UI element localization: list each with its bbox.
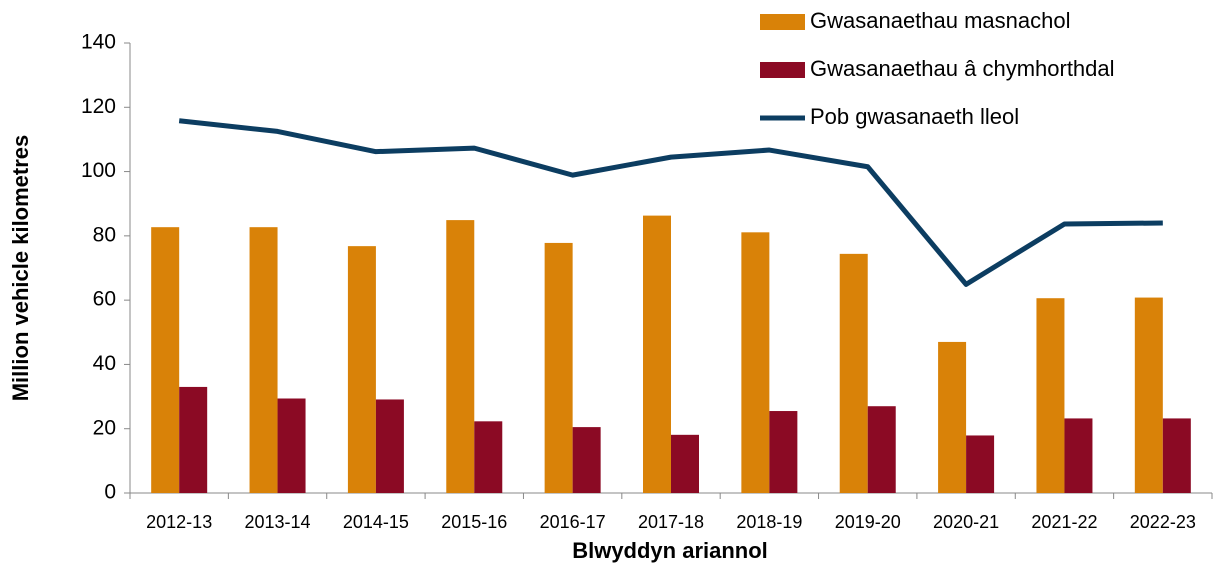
bar [277, 398, 306, 493]
bar [769, 411, 798, 493]
y-tick-label: 20 [93, 416, 116, 439]
bar [572, 427, 601, 493]
y-tick-label: 80 [93, 223, 116, 246]
y-tick-label: 120 [81, 95, 116, 118]
x-tick-label: 2013-14 [245, 512, 311, 532]
bar [544, 242, 573, 493]
bar [375, 399, 404, 493]
legend-label: Gwasanaethau masnachol [810, 8, 1071, 33]
y-axis-label: Million vehicle kilometres [8, 135, 33, 402]
x-tick-label: 2017-18 [638, 512, 704, 532]
x-tick-label: 2015-16 [441, 512, 507, 532]
x-tick-label: 2022-23 [1130, 512, 1196, 532]
x-tick-label: 2018-19 [736, 512, 802, 532]
bar [1162, 418, 1191, 493]
bar [966, 435, 995, 493]
y-tick-label: 60 [93, 288, 116, 311]
bar [249, 227, 278, 493]
bar [179, 386, 208, 493]
y-tick-label: 0 [104, 481, 116, 504]
bar [1134, 297, 1163, 493]
bar [1036, 298, 1065, 493]
x-tick-label: 2016-17 [540, 512, 606, 532]
x-tick-label: 2020-21 [933, 512, 999, 532]
x-tick-label: 2012-13 [146, 512, 212, 532]
bar [839, 253, 868, 493]
legend-label: Pob gwasanaeth lleol [810, 104, 1019, 129]
x-tick-label: 2014-15 [343, 512, 409, 532]
legend-swatch [760, 62, 805, 78]
bar [1064, 418, 1093, 493]
bar [867, 406, 896, 493]
bar [446, 220, 475, 493]
bar [938, 341, 967, 493]
legend-label: Gwasanaethau â chymhorthdal [810, 56, 1115, 81]
line [178, 118, 1163, 287]
x-tick-label: 2021-22 [1031, 512, 1097, 532]
bar [671, 434, 699, 493]
x-axis-label: Blwyddyn ariannol [572, 538, 768, 563]
x-tick-label: 2019-20 [835, 512, 901, 532]
legend-swatch [760, 14, 805, 30]
y-tick-label: 100 [81, 159, 116, 182]
y-tick-label: 40 [93, 352, 116, 375]
bar [151, 227, 180, 493]
y-tick-label: 140 [81, 31, 116, 54]
bar [474, 421, 503, 493]
bar [643, 215, 671, 493]
bar [741, 232, 770, 494]
bar [347, 246, 376, 493]
